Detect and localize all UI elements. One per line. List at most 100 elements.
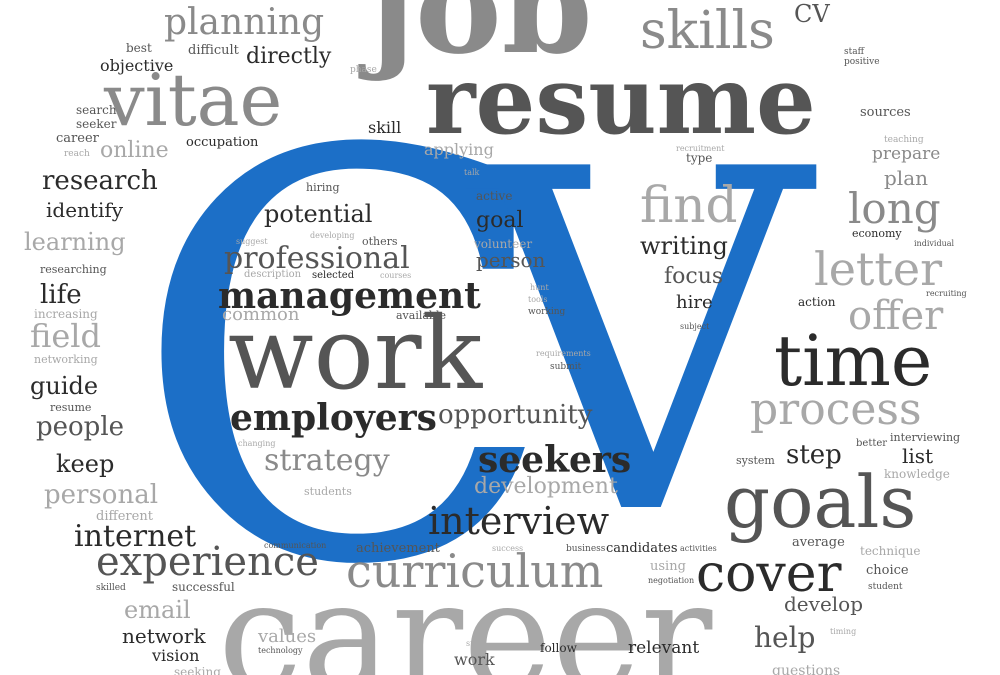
word-average: average	[792, 535, 845, 550]
word-people: people	[36, 412, 125, 442]
word-seeker: seeker	[76, 117, 117, 131]
word-cv: CV	[794, 0, 830, 28]
word-directly: directly	[246, 44, 332, 69]
word-network: network	[122, 624, 206, 648]
word-curriculum: curriculum	[346, 544, 604, 598]
word-relevant: relevant	[628, 638, 700, 658]
word-available: available	[396, 309, 446, 322]
word-talk: talk	[464, 168, 480, 177]
word-student: student	[868, 582, 903, 592]
cv-letter-v: V	[470, 71, 810, 618]
word-development: development	[474, 474, 618, 499]
word-economy: economy	[852, 227, 902, 240]
word-best: best	[126, 41, 152, 55]
word-identify: identify	[46, 198, 124, 222]
word-submit: submit	[550, 362, 582, 372]
word-person: person	[476, 248, 546, 272]
word-research: research	[42, 166, 158, 196]
word-employers: employers	[230, 397, 437, 439]
word-seekers: seekers	[478, 439, 632, 481]
word-guide: guide	[30, 372, 99, 400]
word-interviewing: interviewing	[890, 431, 961, 444]
word-work-big: work	[228, 295, 483, 412]
word-strategy: strategy	[264, 443, 390, 478]
word-objective: objective	[100, 56, 174, 75]
word-experience: experience	[96, 539, 319, 585]
word-email: email	[124, 596, 191, 624]
word-life: life	[40, 280, 82, 310]
word-reach: reach	[64, 149, 90, 159]
word-timing: timing	[830, 627, 857, 636]
word-selected: selected	[312, 270, 355, 281]
word-interview: interview	[428, 499, 610, 543]
word-vitae: vitae	[104, 58, 283, 142]
word-successful: successful	[172, 580, 235, 594]
word-skill: skill	[368, 118, 402, 137]
word-offer: offer	[848, 293, 944, 339]
word-occupation: occupation	[186, 135, 259, 150]
word-changing: changing	[238, 439, 276, 448]
word-action: action	[798, 295, 836, 309]
word-follow: follow	[540, 641, 577, 655]
word-resume-small: resume	[50, 401, 92, 414]
word-phase: phase	[350, 65, 377, 75]
word-requirements: requirements	[536, 349, 591, 358]
word-writing: writing	[640, 232, 728, 260]
word-time: time	[774, 320, 933, 402]
word-developing: developing	[310, 231, 355, 240]
word-system: system	[736, 454, 775, 467]
word-description: description	[244, 269, 302, 280]
word-students: students	[304, 485, 352, 498]
word-networking: networking	[34, 353, 98, 366]
word-keep: keep	[56, 450, 115, 478]
word-list: list	[902, 444, 934, 468]
word-individual: individual	[914, 239, 955, 248]
word-technology: technology	[258, 646, 303, 655]
word-cover: cover	[696, 544, 842, 604]
word-hunt: hunt	[530, 283, 549, 292]
word-process: process	[750, 384, 922, 435]
word-personal: personal	[44, 480, 159, 510]
word-career-big: career	[218, 550, 713, 675]
word-applying: applying	[424, 140, 494, 159]
word-values: values	[258, 626, 317, 647]
word-choice: choice	[866, 563, 909, 578]
word-management: management	[218, 275, 481, 317]
word-subject: subject	[680, 322, 710, 331]
word-develop: develop	[784, 592, 864, 616]
word-potential: potential	[264, 200, 373, 228]
word-suggest: suggest	[236, 237, 268, 246]
word-skilled: skilled	[96, 583, 126, 593]
word-sources: sources	[860, 105, 911, 120]
word-hire: hire	[676, 292, 713, 313]
word-focus: focus	[664, 264, 724, 289]
word-positive: positive	[844, 57, 880, 67]
word-volunteer: volunteer	[474, 237, 533, 251]
word-help: help	[754, 621, 816, 654]
word-common: common	[222, 304, 300, 325]
word-technique: technique	[860, 544, 921, 558]
word-suit: suit	[466, 639, 482, 648]
word-working: working	[528, 307, 566, 317]
word-internet: internet	[74, 519, 197, 554]
word-candidates: candidates	[606, 541, 678, 556]
word-work-small: work	[454, 650, 495, 669]
word-find: find	[640, 176, 738, 234]
word-better: better	[856, 438, 888, 449]
word-opportunity: opportunity	[438, 400, 593, 430]
word-skills: skills	[640, 1, 775, 61]
word-tools: tools	[528, 295, 548, 304]
word-using: using	[650, 559, 686, 574]
word-goals: goals	[724, 460, 917, 544]
word-long: long	[848, 184, 941, 233]
word-planning: planning	[164, 2, 325, 43]
word-step: step	[786, 440, 842, 470]
word-different: different	[96, 509, 153, 524]
word-researching: researching	[40, 263, 107, 276]
word-professional: professional	[224, 241, 410, 276]
word-recruitment: recruitment	[676, 144, 725, 153]
word-hiring: hiring	[306, 181, 340, 194]
word-business: business	[566, 544, 606, 554]
word-prepare: prepare	[872, 144, 941, 164]
word-difficult: difficult	[188, 43, 239, 58]
